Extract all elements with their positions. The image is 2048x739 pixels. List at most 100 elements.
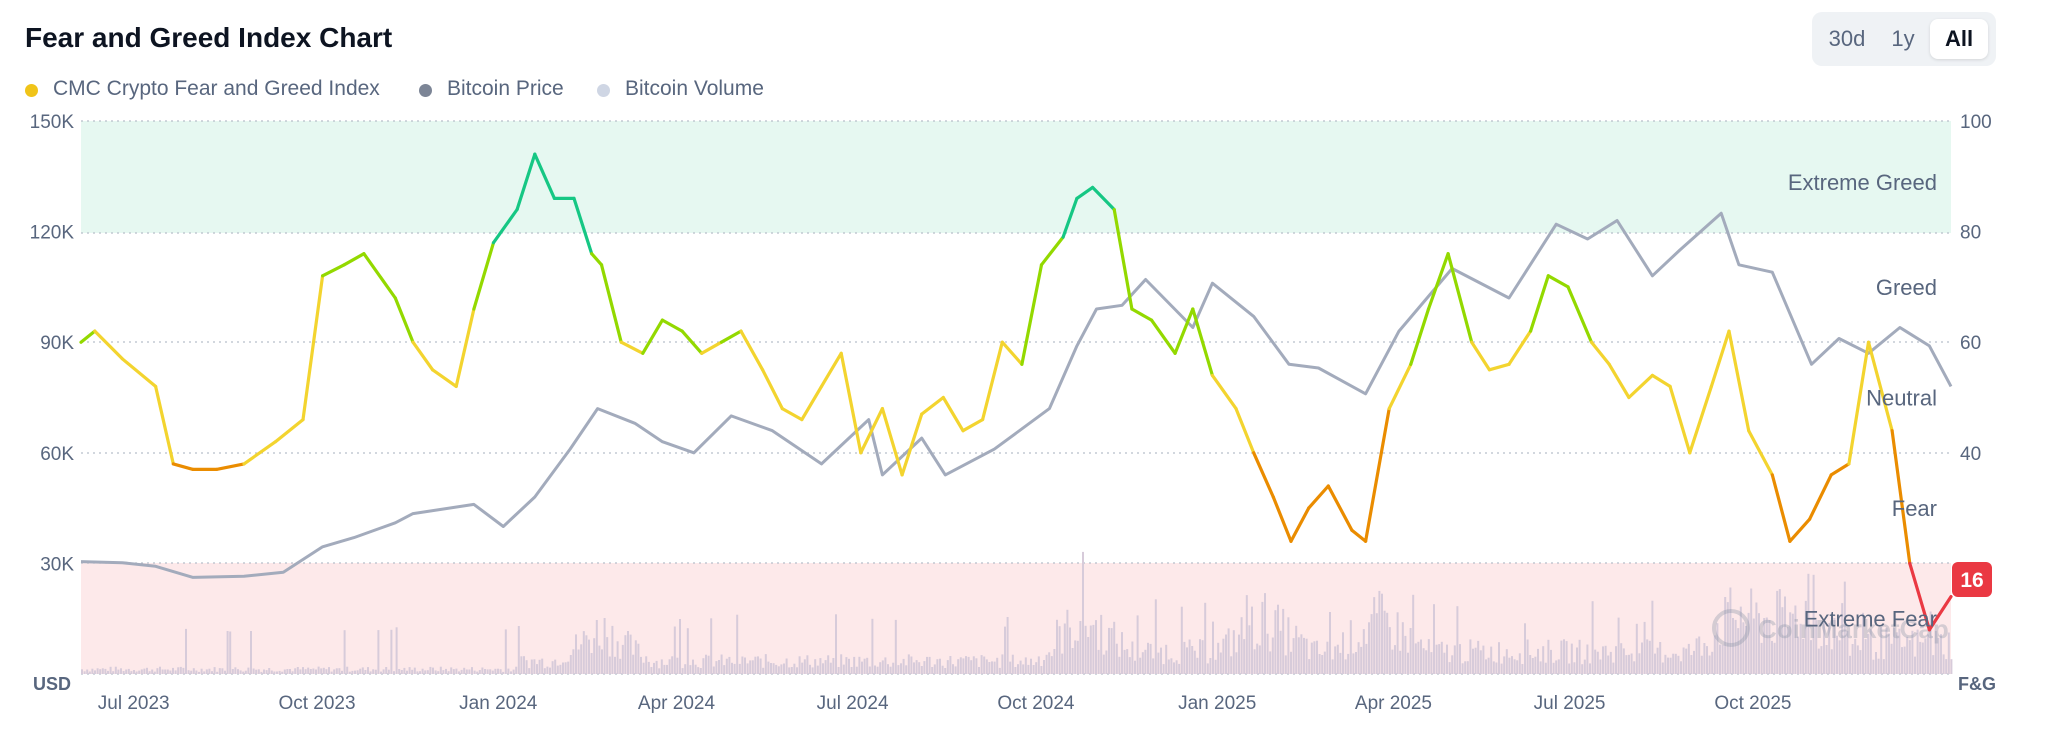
volume-bar	[608, 656, 611, 674]
volume-bar	[959, 657, 962, 674]
range-1y-button[interactable]: 1y	[1891, 26, 1915, 51]
volume-bar	[198, 671, 200, 674]
volume-bar	[970, 660, 973, 674]
volume-bar	[1310, 642, 1313, 674]
fear-greed-segment	[472, 241, 496, 311]
volume-bar	[343, 630, 346, 674]
range-30d-button[interactable]: 30d	[1828, 26, 1866, 51]
volume-bar	[161, 669, 164, 674]
volume-bar	[1284, 655, 1287, 674]
volume-bar	[1539, 661, 1542, 674]
volume-bar	[572, 649, 575, 674]
x-axis-tick-label: Oct 2025	[1714, 693, 1791, 714]
volume-bar	[1357, 642, 1360, 674]
volume-bar	[424, 670, 427, 674]
volume-bar	[855, 666, 858, 674]
volume-bar	[554, 659, 557, 674]
volume-bar	[312, 668, 315, 674]
volume-bar	[892, 662, 895, 674]
fear-greed-segment	[1890, 429, 1912, 566]
volume-bar	[715, 661, 718, 674]
range-all-button[interactable]: All	[1930, 19, 1988, 59]
volume-bar	[603, 618, 606, 674]
volume-bar	[1500, 663, 1503, 674]
volume-bar	[1287, 617, 1290, 674]
fear-greed-segment	[572, 196, 594, 256]
volume-bar	[556, 665, 559, 674]
volume-bar	[1084, 625, 1087, 674]
fear-greed-segment	[1566, 285, 1594, 344]
volume-bar	[1188, 639, 1191, 674]
volume-bar	[1628, 654, 1630, 674]
volume-bar	[569, 655, 572, 674]
volume-bar	[1316, 640, 1318, 674]
volume-bar	[897, 665, 900, 674]
fear-greed-segment	[1307, 484, 1330, 510]
volume-bar	[525, 660, 528, 674]
volume-bar	[1017, 664, 1019, 674]
volume-bar	[868, 666, 871, 674]
volume-bar	[1193, 650, 1196, 674]
volume-bar	[1474, 647, 1477, 674]
volume-bar	[606, 637, 609, 674]
volume-bar	[1882, 659, 1885, 674]
volume-bar	[120, 668, 122, 674]
volume-bar	[577, 649, 580, 674]
volume-bar	[159, 666, 161, 674]
legend-label: Bitcoin Price	[447, 77, 564, 100]
volume-bar	[1846, 630, 1849, 674]
fear-greed-segment	[819, 351, 843, 388]
volume-bar	[203, 671, 206, 674]
volume-bar	[1342, 632, 1344, 674]
fear-greed-segment	[154, 384, 175, 466]
volume-bar	[1724, 597, 1727, 674]
volume-bar	[1082, 551, 1084, 674]
volume-bar	[874, 665, 876, 674]
volume-bar	[172, 667, 174, 674]
fear-greed-line[interactable]	[79, 152, 1953, 632]
volume-bar	[850, 667, 853, 674]
volume-bar	[832, 658, 835, 674]
volume-bar	[1196, 657, 1199, 674]
fear-greed-segment	[880, 407, 904, 477]
volume-bar	[1537, 648, 1539, 674]
volume-bar	[1703, 643, 1706, 674]
volume-bar	[114, 666, 117, 674]
volume-bar	[117, 669, 120, 674]
volume-bar	[177, 667, 180, 674]
volume-bar	[1752, 618, 1755, 674]
volume-bar	[1477, 640, 1480, 674]
volume-bar	[1898, 628, 1901, 674]
volume-bar	[471, 667, 473, 674]
volume-bar	[720, 654, 723, 674]
volume-bar	[1173, 662, 1175, 674]
volume-bar	[920, 666, 923, 674]
volume-bar	[949, 656, 952, 674]
x-axis: Jul 2023 Oct 2023 Jan 2024 Apr 2024 Jul 2024…	[98, 693, 1792, 714]
volume-bar	[1162, 664, 1165, 674]
volume-bar	[1578, 639, 1581, 674]
volume-bar	[1030, 658, 1032, 674]
volume-bar	[359, 668, 362, 674]
volume-bar	[1019, 660, 1022, 674]
volume-bar	[1329, 612, 1331, 674]
volume-bar	[668, 659, 671, 674]
volume-bar	[1261, 601, 1264, 674]
volume-bar	[819, 658, 822, 674]
volume-bar	[1864, 639, 1867, 674]
volume-bar	[286, 669, 289, 674]
bitcoin-price-line[interactable]	[80, 211, 1953, 579]
volume-bar	[1786, 626, 1789, 674]
volume-bar	[1326, 641, 1329, 674]
volume-bar	[502, 671, 505, 674]
volume-bar	[894, 619, 897, 674]
volume-bar	[1420, 639, 1422, 674]
fear-greed-segment	[1589, 340, 1611, 366]
volume-bar	[1534, 656, 1537, 674]
volume-bar	[1479, 650, 1482, 674]
volume-bar	[1232, 630, 1235, 674]
volume-bar	[957, 659, 960, 674]
left-axis-tick-label: 90K	[40, 333, 74, 354]
volume-bar	[887, 664, 889, 674]
